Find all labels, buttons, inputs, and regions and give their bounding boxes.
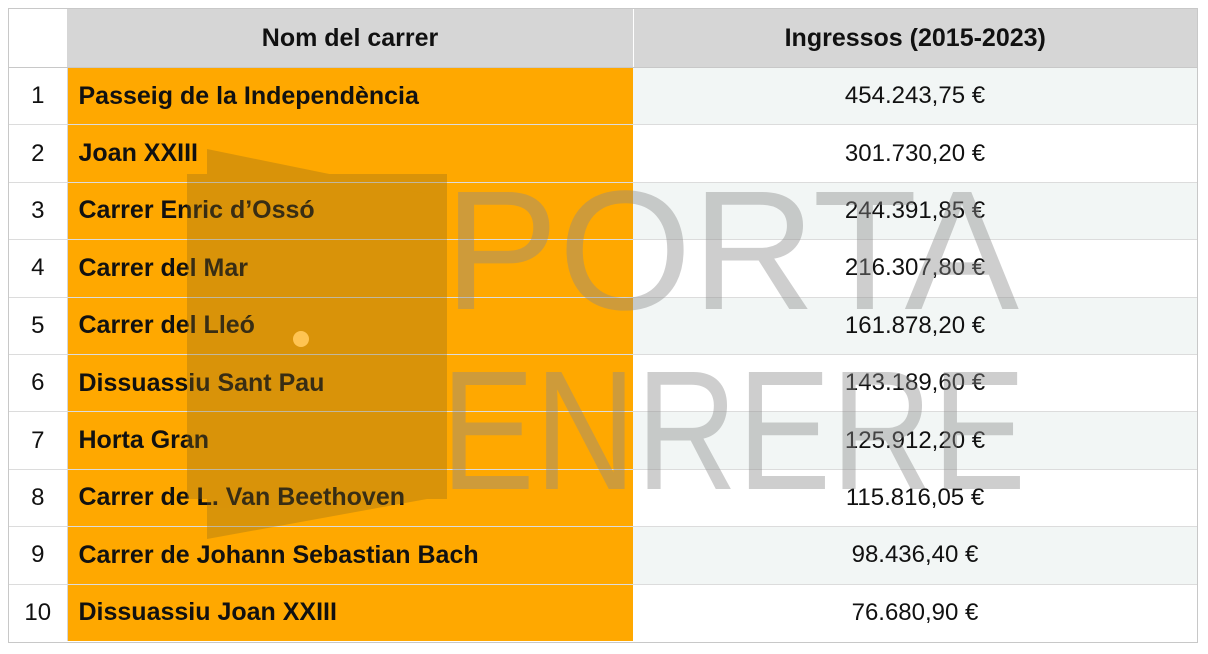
table-row: 10 Dissuassiu Joan XXIII 76.680,90 € (9, 584, 1197, 642)
row-street-name: Dissuassiu Joan XXIII (67, 584, 633, 642)
row-street-name: Joan XXIII (67, 124, 633, 183)
row-revenue: 143.189,60 € (633, 354, 1197, 413)
row-street-name: Horta Gran (67, 411, 633, 470)
row-revenue: 454.243,75 € (633, 67, 1197, 126)
row-revenue: 301.730,20 € (633, 124, 1197, 183)
table-row: 6 Dissuassiu Sant Pau 143.189,60 € (9, 354, 1197, 413)
row-rank: 2 (9, 124, 68, 183)
row-street-name: Carrer del Mar (67, 239, 633, 298)
row-rank: 1 (9, 67, 68, 126)
row-rank: 4 (9, 239, 68, 298)
table-header-row: Nom del carrer Ingressos (2015-2023) (9, 9, 1197, 68)
row-revenue: 115.816,05 € (633, 469, 1197, 528)
table-row: 1 Passeig de la Independència 454.243,75… (9, 67, 1197, 126)
table-row: 4 Carrer del Mar 216.307,80 € (9, 239, 1197, 298)
row-rank: 9 (9, 526, 68, 585)
data-table-container: Nom del carrer Ingressos (2015-2023) 1 P… (8, 8, 1198, 643)
row-rank: 8 (9, 469, 68, 528)
table-row: 3 Carrer Enric d’Ossó 244.391,85 € (9, 182, 1197, 241)
row-rank: 3 (9, 182, 68, 241)
header-street-name: Nom del carrer (67, 9, 633, 68)
row-rank: 6 (9, 354, 68, 413)
header-index (9, 9, 68, 68)
row-revenue: 98.436,40 € (633, 526, 1197, 585)
table-row: 2 Joan XXIII 301.730,20 € (9, 124, 1197, 183)
table-row: 8 Carrer de L. Van Beethoven 115.816,05 … (9, 469, 1197, 528)
row-revenue: 76.680,90 € (633, 584, 1197, 642)
row-rank: 5 (9, 297, 68, 355)
row-street-name: Dissuassiu Sant Pau (67, 354, 633, 413)
row-revenue: 161.878,20 € (633, 297, 1197, 355)
header-revenue: Ingressos (2015-2023) (632, 9, 1197, 68)
row-revenue: 244.391,85 € (633, 182, 1197, 241)
row-revenue: 125.912,20 € (633, 411, 1197, 470)
table-row: 5 Carrer del Lleó 161.878,20 € (9, 297, 1197, 355)
table-row: 7 Horta Gran 125.912,20 € (9, 411, 1197, 470)
table-row: 9 Carrer de Johann Sebastian Bach 98.436… (9, 526, 1197, 585)
streets-revenue-table: Nom del carrer Ingressos (2015-2023) 1 P… (9, 9, 1197, 642)
row-rank: 7 (9, 411, 68, 470)
row-street-name: Carrer de Johann Sebastian Bach (67, 526, 633, 585)
row-revenue: 216.307,80 € (633, 239, 1197, 298)
row-street-name: Passeig de la Independència (67, 67, 633, 126)
row-street-name: Carrer del Lleó (67, 297, 633, 355)
row-street-name: Carrer de L. Van Beethoven (67, 469, 633, 528)
row-rank: 10 (9, 584, 68, 642)
row-street-name: Carrer Enric d’Ossó (67, 182, 633, 241)
